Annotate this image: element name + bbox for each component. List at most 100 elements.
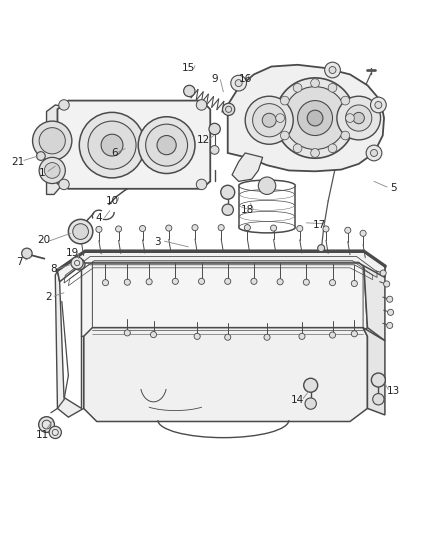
Circle shape: [157, 135, 176, 155]
Circle shape: [194, 333, 200, 340]
Circle shape: [49, 426, 61, 439]
Circle shape: [371, 149, 378, 157]
Polygon shape: [363, 251, 385, 341]
Circle shape: [262, 113, 276, 127]
Text: 2: 2: [46, 292, 52, 302]
Circle shape: [218, 224, 224, 231]
Circle shape: [59, 179, 69, 190]
Circle shape: [346, 114, 354, 123]
Circle shape: [146, 279, 152, 285]
Circle shape: [96, 227, 102, 232]
Circle shape: [253, 103, 286, 137]
Circle shape: [341, 131, 350, 140]
Text: 8: 8: [50, 264, 57, 273]
Circle shape: [328, 84, 337, 92]
Circle shape: [209, 123, 220, 135]
Circle shape: [140, 225, 146, 231]
Circle shape: [210, 146, 219, 154]
Circle shape: [172, 278, 178, 285]
Polygon shape: [228, 65, 384, 171]
Polygon shape: [55, 271, 84, 417]
Circle shape: [196, 179, 207, 190]
Polygon shape: [57, 101, 210, 189]
Circle shape: [303, 279, 309, 285]
Circle shape: [387, 296, 393, 302]
Circle shape: [101, 134, 123, 156]
Circle shape: [345, 227, 351, 233]
Circle shape: [325, 62, 340, 78]
Polygon shape: [46, 105, 60, 195]
Circle shape: [328, 144, 337, 152]
Circle shape: [39, 128, 65, 154]
Circle shape: [375, 101, 382, 108]
Circle shape: [36, 152, 45, 160]
Polygon shape: [232, 153, 263, 181]
Text: 16: 16: [239, 74, 252, 84]
Circle shape: [68, 220, 93, 244]
Circle shape: [74, 259, 85, 270]
Circle shape: [192, 224, 198, 231]
Circle shape: [79, 112, 145, 178]
Circle shape: [277, 279, 283, 285]
Text: 5: 5: [390, 183, 397, 193]
Circle shape: [373, 393, 384, 405]
Circle shape: [387, 322, 393, 328]
Circle shape: [88, 121, 136, 169]
Circle shape: [380, 270, 386, 276]
Circle shape: [388, 309, 394, 316]
Circle shape: [311, 79, 319, 87]
Circle shape: [329, 67, 336, 74]
Text: 13: 13: [387, 386, 400, 396]
Text: 6: 6: [111, 148, 117, 158]
Circle shape: [225, 278, 231, 285]
Circle shape: [225, 334, 231, 340]
Circle shape: [221, 185, 235, 199]
Circle shape: [231, 75, 247, 91]
Text: 17: 17: [313, 220, 326, 230]
Circle shape: [245, 96, 293, 144]
Circle shape: [329, 280, 336, 286]
Text: 20: 20: [37, 235, 50, 245]
Circle shape: [124, 279, 131, 285]
Circle shape: [150, 332, 156, 338]
Text: 1: 1: [39, 168, 46, 177]
Circle shape: [304, 378, 318, 392]
Polygon shape: [81, 251, 367, 345]
Circle shape: [73, 224, 88, 239]
Text: 12: 12: [197, 135, 210, 145]
Circle shape: [297, 101, 332, 135]
Circle shape: [166, 225, 172, 231]
Circle shape: [360, 230, 366, 236]
Circle shape: [235, 79, 242, 87]
Circle shape: [71, 257, 83, 269]
Polygon shape: [57, 251, 385, 282]
Circle shape: [280, 131, 289, 140]
Circle shape: [280, 96, 289, 105]
Circle shape: [297, 225, 303, 231]
Circle shape: [366, 145, 382, 161]
Circle shape: [371, 373, 385, 387]
Circle shape: [102, 280, 109, 286]
Circle shape: [264, 334, 270, 340]
Text: 3: 3: [155, 238, 161, 247]
Circle shape: [198, 278, 205, 285]
Text: 4: 4: [95, 214, 102, 223]
Circle shape: [351, 330, 357, 337]
Text: 7: 7: [16, 257, 22, 267]
Circle shape: [124, 330, 131, 336]
Text: 21: 21: [11, 157, 25, 167]
Text: 9: 9: [211, 74, 218, 84]
Circle shape: [196, 100, 207, 110]
Text: 15: 15: [182, 63, 195, 73]
Circle shape: [311, 149, 319, 157]
Circle shape: [146, 124, 187, 166]
Circle shape: [244, 224, 251, 231]
Circle shape: [21, 248, 32, 259]
Circle shape: [44, 163, 60, 179]
Circle shape: [318, 245, 325, 252]
Circle shape: [251, 278, 257, 285]
Polygon shape: [363, 328, 385, 415]
Circle shape: [351, 280, 357, 287]
Circle shape: [284, 87, 346, 149]
Circle shape: [223, 103, 235, 116]
